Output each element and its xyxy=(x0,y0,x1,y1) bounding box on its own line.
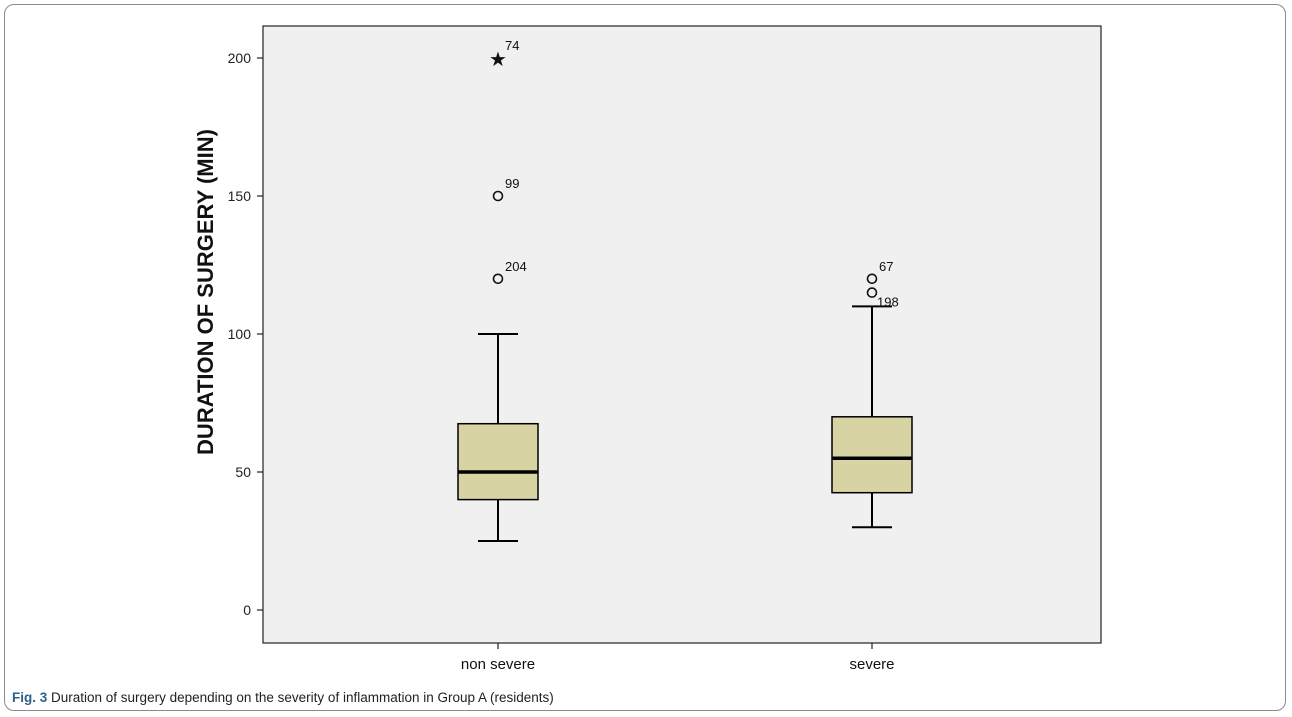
y-tick-label: 100 xyxy=(228,326,252,342)
outlier-label: 74 xyxy=(505,38,519,53)
outlier-label: 99 xyxy=(505,176,519,191)
y-tick-label: 0 xyxy=(243,602,251,618)
y-tick-label: 50 xyxy=(235,464,251,480)
caption-text: Duration of surgery depending on the sev… xyxy=(47,690,554,705)
caption-label: Fig. 3 xyxy=(12,690,48,705)
x-category-label: severe xyxy=(849,656,894,673)
y-tick-label: 150 xyxy=(228,188,252,204)
outlier-label: 204 xyxy=(505,259,527,274)
y-axis-label: DURATION OF SURGERY (MIN) xyxy=(193,129,218,455)
outlier-marker xyxy=(492,190,504,202)
outlier-label: 198 xyxy=(877,295,899,310)
outlier-marker xyxy=(866,273,878,285)
outlier-marker xyxy=(492,273,504,285)
figure-caption: Fig. 3 Duration of surgery depending on … xyxy=(12,690,554,705)
y-tick-label: 200 xyxy=(228,50,252,66)
iqr-box xyxy=(457,422,539,501)
iqr-box xyxy=(831,416,913,494)
outlier-marker xyxy=(866,287,878,298)
outlier-label: 67 xyxy=(879,259,893,274)
extreme-outlier-marker: ★ xyxy=(489,47,507,71)
x-category-label: non severe xyxy=(461,656,535,673)
plot-area xyxy=(262,25,1102,644)
